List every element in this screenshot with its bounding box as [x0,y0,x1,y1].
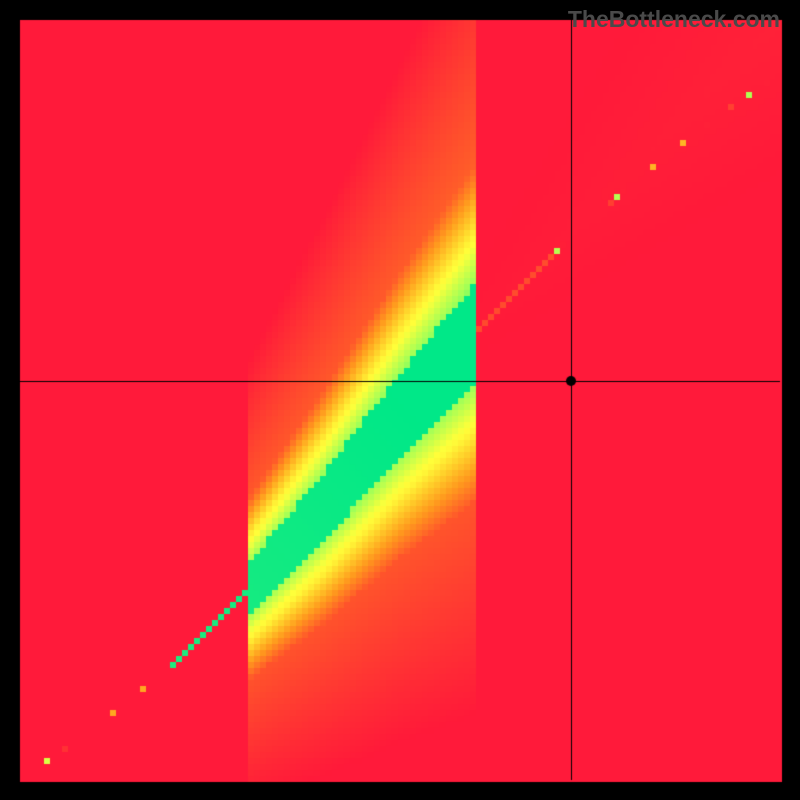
watermark-text: TheBottleneck.com [568,6,780,33]
bottleneck-heatmap [0,0,800,800]
chart-container: TheBottleneck.com [0,0,800,800]
